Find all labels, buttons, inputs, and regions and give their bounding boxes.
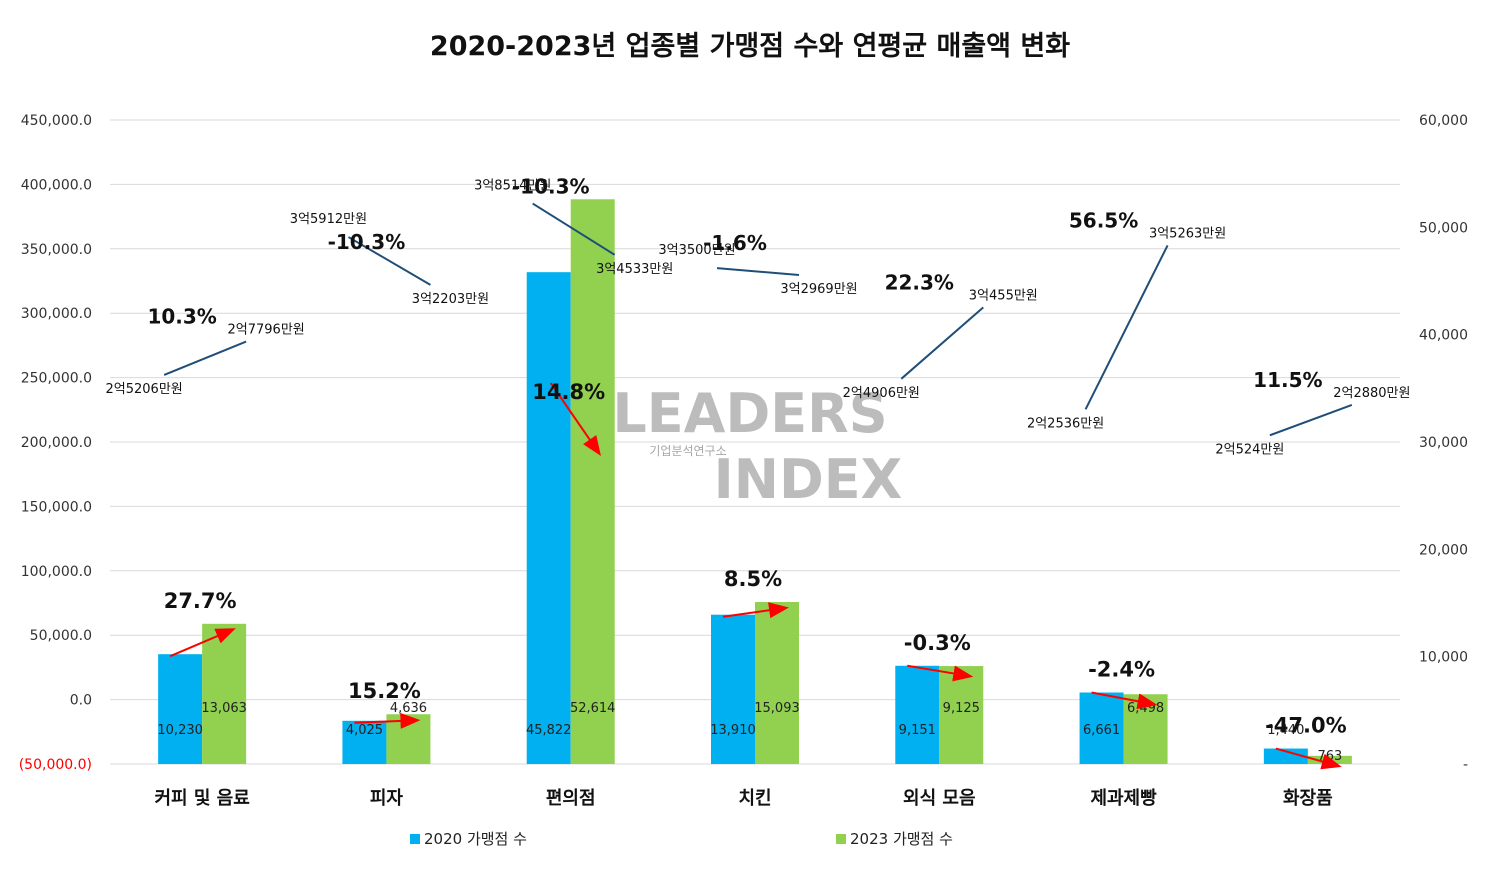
category-label: 외식 모음: [903, 788, 976, 809]
left-axis-tick-label: 50,000.0: [30, 628, 92, 644]
revenue-change-percent: 56.5%: [1069, 208, 1138, 232]
right-axis-tick-label: 20,000: [1419, 542, 1468, 558]
revenue-change-percent: -10.3%: [328, 230, 406, 254]
left-axis-tick-label: 400,000.0: [21, 177, 92, 193]
bar-2023: [570, 199, 615, 765]
category-label: 피자: [370, 788, 404, 809]
revenue-change-line: [900, 306, 984, 380]
legend-label-2023: 2023 가맹점 수: [850, 830, 953, 848]
revenue-label-2023: 3억2969만원: [780, 282, 857, 297]
category-label: 커피 및 음료: [154, 788, 249, 809]
revenue-change-percent: -1.6%: [703, 231, 767, 255]
bar-data-label-2023: 15,093: [754, 701, 800, 716]
revenue-label-2023: 2억2880만원: [1333, 386, 1410, 401]
category-label: 편의점: [546, 788, 596, 809]
revenue-change-line: [1269, 403, 1353, 437]
store-change-percent: 15.2%: [348, 679, 421, 703]
revenue-change-percent: 11.5%: [1253, 368, 1322, 392]
bar-2020: [526, 272, 571, 764]
left-axis-tick-label: 350,000.0: [21, 242, 92, 258]
store-change-percent: 8.5%: [724, 567, 782, 591]
left-axis-tick-label: (50,000.0): [19, 757, 92, 773]
bar-2020: [711, 614, 755, 764]
bar-2023: [202, 623, 247, 764]
store-change-percent: -47.0%: [1265, 714, 1347, 738]
right-axis-tick-label: -: [1463, 757, 1468, 773]
bar-data-label-2023: 4,636: [390, 701, 427, 716]
revenue-label-2023: 3억5263만원: [1149, 226, 1226, 241]
right-axis-tick-label: 30,000: [1419, 435, 1468, 451]
bar-data-label-2020: 4,025: [346, 723, 383, 738]
right-axis-tick-label: 40,000: [1419, 328, 1468, 344]
legend-swatch-2020: [410, 834, 420, 844]
revenue-change-line: [347, 236, 431, 286]
store-change-arrow: [549, 382, 601, 457]
bar-data-label-2020: 6,661: [1083, 723, 1120, 738]
watermark-logo: INDEX: [714, 448, 903, 511]
bar-data-label-2020: 1,440: [1267, 723, 1304, 738]
revenue-label-2020: 3억5912만원: [290, 212, 367, 227]
left-axis-tick-label: 0.0: [70, 693, 92, 709]
revenue-label-2020: 2억4906만원: [843, 386, 920, 401]
store-change-arrow: [907, 664, 974, 682]
revenue-change-line: [163, 340, 247, 376]
bar-data-label-2020: 45,822: [526, 723, 572, 738]
bar-data-label-2020: 13,910: [710, 723, 756, 738]
revenue-change-line: [1084, 244, 1169, 410]
left-axis-tick-label: 200,000.0: [21, 435, 92, 451]
store-change-arrow: [169, 628, 236, 658]
legend-swatch-2023: [836, 834, 846, 844]
store-change-percent: 14.8%: [532, 380, 605, 404]
store-change-percent: 27.7%: [164, 589, 237, 613]
bar-2023: [939, 666, 984, 764]
bar-2020: [342, 720, 387, 764]
revenue-label-2020: 2억524만원: [1215, 442, 1284, 457]
revenue-label-2020: 2억5206만원: [106, 382, 183, 397]
bar-2023: [755, 602, 799, 764]
bar-data-label-2023: 9,125: [943, 701, 980, 716]
revenue-change-percent: -10.3%: [512, 175, 590, 199]
right-axis-tick-label: 60,000: [1419, 113, 1468, 129]
store-change-percent: -0.3%: [904, 631, 971, 655]
revenue-change-line: [716, 267, 800, 276]
bar-data-label-2020: 10,230: [157, 723, 203, 738]
store-change-percent: -2.4%: [1088, 658, 1155, 682]
revenue-label-2023: 3억4533만원: [596, 262, 673, 277]
bar-2020: [1079, 692, 1124, 764]
category-label: 제과제빵: [1090, 788, 1157, 809]
bar-data-label-2023: 52,614: [570, 701, 616, 716]
watermark-subtitle: 기업분석연구소: [649, 444, 726, 458]
store-change-arrow: [1275, 747, 1342, 770]
category-label: 치킨: [738, 788, 771, 809]
revenue-change-percent: 10.3%: [147, 305, 216, 329]
revenue-label-2023: 3억2203만원: [412, 292, 489, 307]
watermark-logo: LEADERS: [612, 382, 887, 445]
right-axis-tick-label: 50,000: [1419, 220, 1468, 236]
store-change-arrow: [1091, 691, 1158, 710]
store-change-arrow: [354, 712, 421, 729]
left-axis-tick-label: 250,000.0: [21, 371, 92, 387]
category-label: 화장품: [1283, 788, 1333, 809]
bar-2020: [895, 665, 940, 764]
bar-data-label-2023: 13,063: [201, 701, 247, 716]
left-axis-tick-label: 100,000.0: [21, 564, 92, 580]
legend-label-2020: 2020 가맹점 수: [424, 830, 527, 848]
revenue-label-2023: 3억455만원: [969, 288, 1038, 303]
bar-2020: [1263, 748, 1308, 764]
revenue-label-2020: 3억3500만원: [658, 243, 735, 258]
revenue-label-2023: 2억7796만원: [228, 323, 305, 338]
revenue-change-line: [532, 202, 616, 256]
revenue-label-2020: 3억8514만원: [474, 179, 551, 194]
left-axis-tick-label: 150,000.0: [21, 499, 92, 515]
left-axis-tick-label: 450,000.0: [21, 113, 92, 129]
revenue-change-percent: 22.3%: [885, 270, 954, 294]
store-change-arrow: [722, 602, 789, 619]
bar-data-label-2020: 9,151: [899, 723, 936, 738]
bar-2020: [158, 654, 203, 764]
right-axis-tick-label: 10,000: [1419, 650, 1468, 666]
left-axis-tick-label: 300,000.0: [21, 306, 92, 322]
revenue-label-2020: 2억2536만원: [1027, 416, 1104, 431]
chart-title: 2020-2023년 업종별 가맹점 수와 연평균 매출액 변화: [429, 31, 1071, 62]
